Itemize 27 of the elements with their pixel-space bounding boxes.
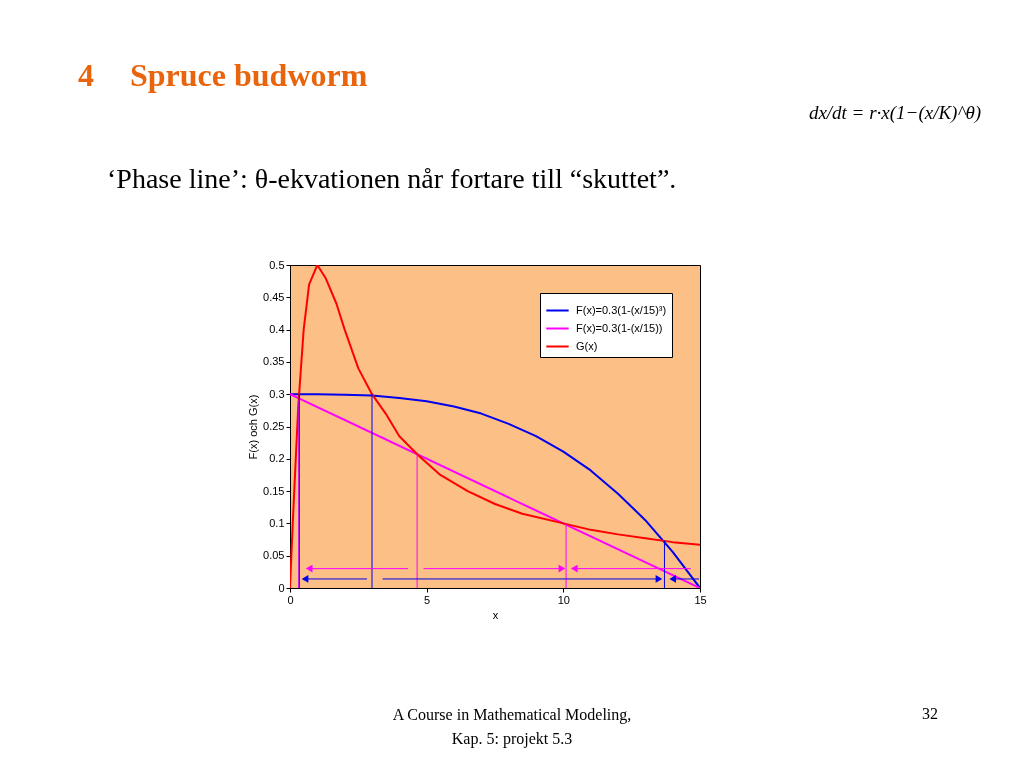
y-axis-title: F(x) och G(x)	[247, 394, 260, 460]
y-tick-label: 0	[278, 581, 285, 594]
y-tick-label: 0.05	[263, 549, 285, 562]
y-tick-label: 0.1	[269, 516, 285, 529]
legend-label: F(x)=0.3(1-(x/15))	[576, 321, 663, 334]
y-tick-label: 0.2	[269, 452, 285, 465]
x-tick-label: 15	[694, 593, 707, 606]
legend-label: F(x)=0.3(1-(x/15)³)	[576, 303, 667, 316]
x-tick-label: 10	[557, 593, 570, 606]
x-tick-label: 0	[287, 593, 294, 606]
y-tick-label: 0.3	[269, 387, 285, 400]
text: 4	[78, 57, 94, 93]
text: dx/dt = r·x(1−(x/K)^θ)	[808, 102, 982, 124]
y-tick-label: 0.5	[269, 258, 285, 271]
text: Kap. 5: projekt 5.3	[451, 730, 573, 748]
y-tick-label: 0.4	[269, 323, 285, 336]
y-tick-label: 0.45	[263, 290, 285, 303]
y-tick-label: 0.15	[263, 484, 285, 497]
y-tick-label: 0.25	[263, 420, 285, 432]
y-tick-label: 0.35	[263, 355, 285, 368]
x-tick-label: 5	[424, 593, 431, 606]
x-axis-title: x	[492, 608, 499, 621]
chart-title: Spruce budworm	[130, 57, 368, 93]
text: 32	[922, 705, 938, 722]
legend-label: G(x)	[576, 339, 598, 352]
text: A Course in Mathematical Modeling,	[392, 706, 632, 724]
chart-subtitle: ‘Phase line’: θ-ekvationen når fortare till “skuttet”.	[107, 163, 677, 194]
